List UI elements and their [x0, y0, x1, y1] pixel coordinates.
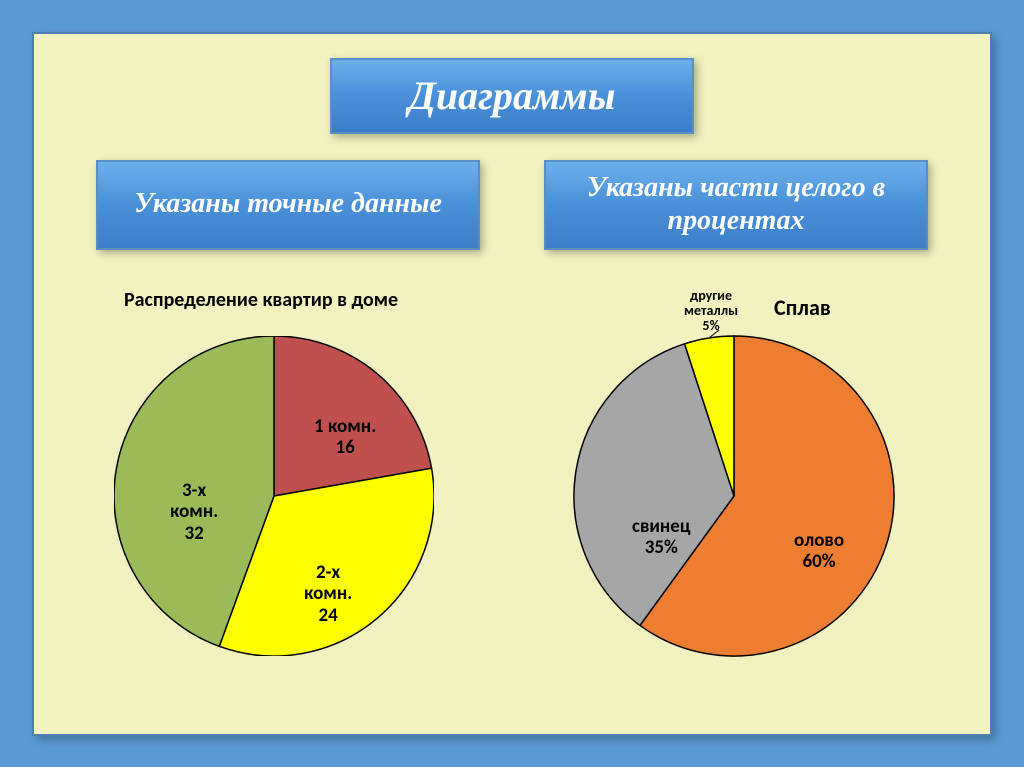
- pie-slice-label-0: олово 60%: [794, 530, 844, 574]
- outer-frame: Диаграммы Указаны точные данные Указаны …: [0, 0, 1024, 767]
- pie-chart-right: олово 60%свинец 35%другие металлы 5%: [574, 336, 894, 656]
- pie-slice-label-2: другие металлы 5%: [684, 288, 738, 334]
- pie-slice-label-2: 3-х комн. 32: [170, 480, 218, 546]
- pie-left-svg: [114, 336, 434, 656]
- subtitle-left-text: Указаны точные данные: [134, 188, 442, 220]
- pie-slice-label-0: 1 комн. 16: [314, 416, 376, 460]
- pie-right-svg: [544, 286, 924, 666]
- pie-chart-left: 1 комн. 16 2-х комн. 24 3-х комн. 32: [114, 336, 434, 656]
- chart-left-title: Распределение квартир в доме: [124, 288, 398, 312]
- subtitle-right-text: Указаны части целого в процентах: [546, 172, 926, 236]
- slide-panel: Диаграммы Указаны точные данные Указаны …: [32, 32, 992, 736]
- subtitle-right-box: Указаны части целого в процентах: [544, 160, 928, 250]
- title-box: Диаграммы: [330, 58, 694, 134]
- pie-slice-label-1: свинец 35%: [632, 516, 691, 560]
- subtitle-left-box: Указаны точные данные: [96, 160, 480, 250]
- title-text: Диаграммы: [409, 72, 616, 119]
- pie-slice-label-1: 2-х комн. 24: [304, 562, 352, 628]
